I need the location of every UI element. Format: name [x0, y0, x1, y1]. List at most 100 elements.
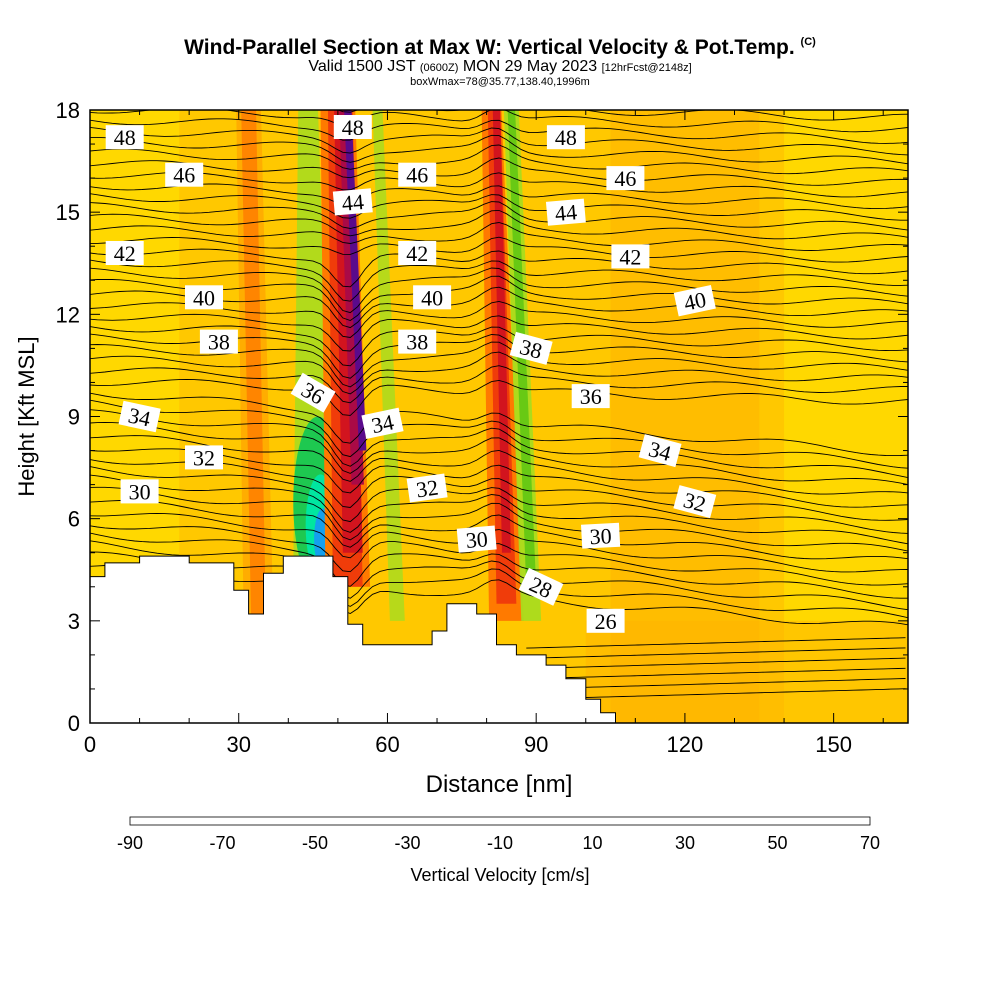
isentrope-label: 32 [185, 445, 223, 470]
isentrope-line [90, 267, 908, 314]
isentrope-line [90, 69, 908, 97]
isentrope-label-bg [638, 434, 682, 468]
isentrope-label-bg [406, 473, 448, 503]
isentrope-label: 40 [185, 285, 223, 310]
isentrope-label: 30 [120, 479, 159, 504]
colorbar-tick-label: -10 [487, 833, 513, 853]
isentrope-line [90, 157, 908, 186]
lowlevel-band [585, 620, 908, 723]
isentrope-label: 46 [398, 162, 437, 188]
isentrope-label-bg [185, 445, 223, 470]
isentrope-line [90, 259, 908, 302]
y-tick-label: 15 [56, 200, 80, 225]
isentrope-line [90, 80, 908, 109]
isentrope-label-bg [580, 522, 621, 549]
y-tick-label: 12 [56, 302, 80, 327]
isentrope-label: 34 [118, 400, 161, 433]
isentrope-line [90, 118, 908, 144]
isentrope-label: 34 [361, 407, 404, 439]
colorbar-label: Vertical Velocity [cm/s] [410, 865, 589, 885]
colorbar-tick-label: -70 [209, 833, 235, 853]
isentrope-label-bg [290, 372, 336, 413]
downdraft-strip [372, 110, 405, 621]
isentrope-label-bg [586, 608, 625, 633]
isentrope-line [90, 540, 908, 611]
isentrope-label-text: 34 [369, 409, 396, 438]
isentrope-label: 42 [398, 241, 437, 266]
chart-subtitle-2: boxWmax=78@35.77,138.40,1996m [410, 76, 590, 88]
isentrope-label: 40 [673, 285, 716, 317]
isentrope-label-bg [105, 125, 144, 150]
x-tick-label: 60 [375, 732, 399, 757]
isentrope-label-text: 40 [682, 287, 709, 316]
isentrope-label-text: 30 [465, 526, 489, 553]
isentrope-label-text: 44 [341, 189, 365, 216]
colorbar-tick-label: -90 [117, 833, 143, 853]
isentrope-line [90, 248, 908, 288]
isentrope-line [90, 525, 908, 586]
isentrope-label-bg [545, 198, 586, 226]
isentrope-line [90, 459, 908, 521]
isentrope-label: 42 [105, 241, 144, 266]
isentrope-label-text: 46 [614, 166, 636, 191]
isentrope-line [90, 351, 908, 395]
isentrope-label-text: 42 [619, 244, 641, 269]
isentrope-line-low [526, 678, 906, 690]
isentrope-label: 44 [332, 188, 373, 216]
x-tick-label: 30 [226, 732, 250, 757]
isentrope-line [90, 532, 908, 599]
isentrope-label-text: 38 [208, 330, 230, 355]
updraft-east-core [492, 110, 511, 553]
isentrope-label-bg [673, 485, 717, 519]
x-axis-label: Distance [nm] [426, 771, 573, 798]
y-axis-label: Height [Kft MSL] [14, 336, 39, 496]
chart-title: Wind-Parallel Section at Max W: Vertical… [184, 36, 816, 59]
colorbar-tick-label: 50 [767, 833, 787, 853]
colorbar-tick-label: 70 [860, 833, 880, 853]
isentrope-label-bg [413, 285, 452, 310]
isentrope-line [337, 110, 908, 121]
y-tick-label: 18 [56, 98, 80, 123]
isentrope-line [90, 325, 908, 367]
isentrope-label: 30 [580, 522, 621, 549]
isentrope-line [90, 448, 908, 508]
isentrope-label: 36 [571, 384, 610, 409]
isentrope-line [90, 474, 908, 545]
isentrope-label-bg [546, 125, 585, 150]
isentrope-label: 46 [606, 166, 645, 191]
isentrope-line [90, 341, 908, 388]
isentrope-label-bg [571, 384, 610, 409]
isentrope-label: 34 [638, 434, 682, 468]
isentrope-label: 48 [105, 125, 144, 150]
isentrope-line [90, 209, 908, 240]
isentrope-label-bg [456, 525, 497, 553]
isentrope-label-text: 42 [406, 241, 428, 266]
isentrope-line [90, 144, 908, 175]
isentrope-label-bg [398, 329, 437, 354]
isentrope-line [90, 486, 908, 552]
isentrope-label: 48 [333, 115, 372, 140]
isentrope-label-text: 32 [415, 475, 440, 503]
isentrope-line [90, 110, 908, 133]
isentrope-line-low [526, 688, 906, 700]
isentrope-label-text: 40 [193, 285, 215, 310]
isentrope-label-text: 48 [555, 125, 577, 150]
isentrope-line [90, 222, 908, 251]
isentrope-line [90, 399, 908, 469]
isentrope-label-text: 46 [173, 163, 195, 188]
isentrope-label-text: 30 [589, 523, 612, 549]
title-mark: (C) [800, 36, 816, 48]
isentrope-line [90, 422, 908, 486]
isentrope-label: 26 [586, 608, 625, 634]
colorbar-tick-label: 30 [675, 833, 695, 853]
isentrope-label-text: 32 [193, 445, 215, 470]
isentrope-label: 32 [673, 485, 717, 519]
colorbar-tick-label: -50 [302, 833, 328, 853]
isentrope-label-bg [333, 115, 372, 139]
isentrope-line [90, 392, 908, 457]
isentrope-label-bg [361, 407, 404, 439]
isentrope-line [90, 286, 908, 329]
isentrope-label-text: 34 [126, 402, 153, 431]
isentrope-label-bg [611, 244, 650, 269]
